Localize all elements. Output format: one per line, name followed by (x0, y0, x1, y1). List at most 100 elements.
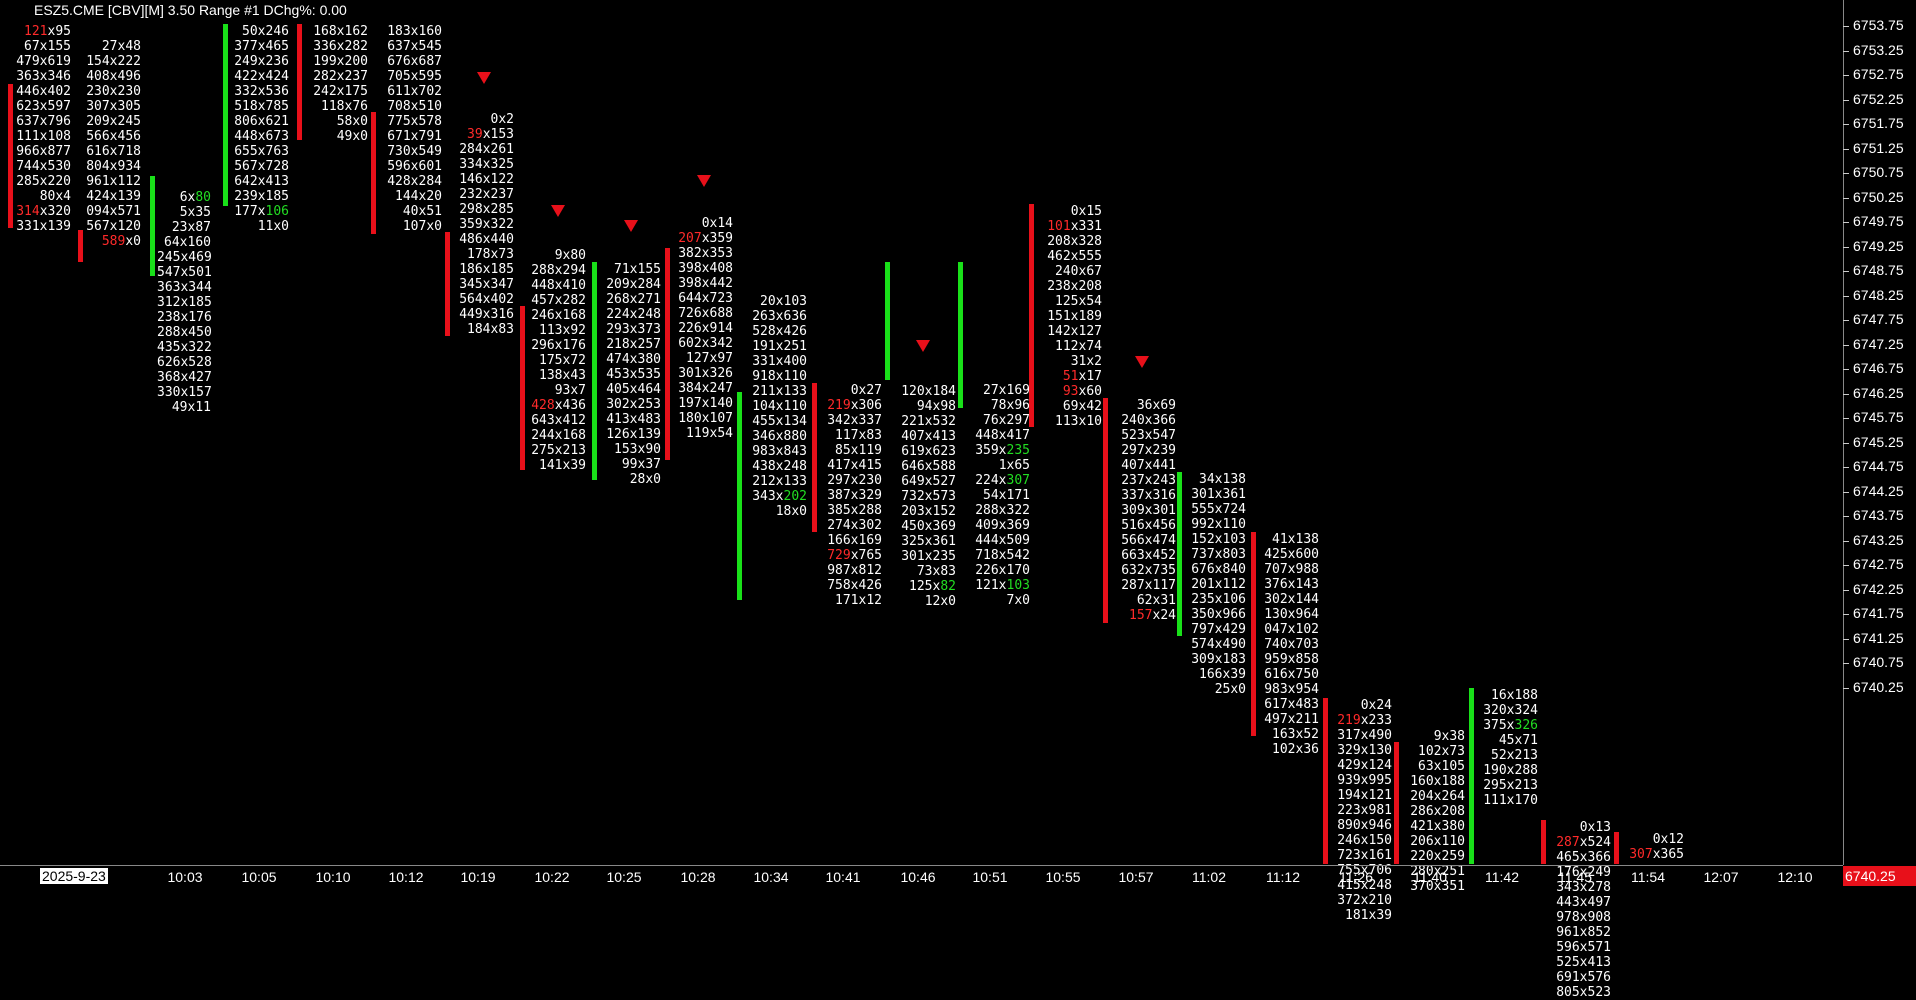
bar-up[interactable] (592, 262, 597, 480)
price-tick (1843, 148, 1849, 150)
time-label: 11:54 (1631, 869, 1665, 885)
bar-down[interactable] (297, 24, 302, 140)
time-axis[interactable]: 2025-9-23 10:03 10:05 10:10 10:12 10:19 10:22… (0, 865, 1843, 889)
volume-cell: 9x80 (554, 248, 586, 263)
volume-cell: 49x0 (336, 129, 368, 144)
bar-down[interactable] (1323, 698, 1328, 864)
price-tick (1843, 614, 1849, 616)
volume-cell: 219x306 (827, 398, 882, 413)
volume-cell: 275x213 (531, 443, 586, 458)
price-tick (1843, 295, 1849, 297)
bar-up[interactable] (737, 392, 742, 600)
bar-down[interactable] (371, 112, 376, 234)
volume-cell: 518x785 (234, 99, 289, 114)
price-label: 6750.25 (1853, 188, 1904, 205)
volume-cell: 726x688 (678, 306, 733, 321)
volume-cell: 1x65 (998, 458, 1030, 473)
volume-cell: 407x413 (901, 429, 956, 444)
volume-cell: 718x542 (975, 548, 1030, 563)
volume-cell: 117x83 (835, 428, 882, 443)
volume-cell: 54x171 (983, 488, 1030, 503)
volume-cell: 450x369 (901, 519, 956, 534)
bar-down[interactable] (1251, 532, 1256, 736)
bar-down[interactable] (445, 232, 450, 336)
volume-cell: 282x237 (313, 69, 368, 84)
volume-cell: 176x249 (1556, 865, 1611, 880)
volume-cell: 25x0 (1214, 682, 1246, 697)
volume-cell: 221x532 (901, 414, 956, 429)
volume-cell: 16x188 (1491, 688, 1538, 703)
volume-cell: 211x133 (752, 384, 807, 399)
price-tick (1843, 540, 1849, 542)
bar-down[interactable] (78, 230, 83, 262)
volume-cell: 705x595 (387, 69, 442, 84)
volume-cell: 288x294 (531, 263, 586, 278)
volume-cell: 153x90 (614, 442, 661, 457)
volume-cell: 197x140 (678, 396, 733, 411)
bar-down[interactable] (1103, 398, 1108, 623)
volume-cell: 64x160 (164, 235, 211, 250)
time-label: 12:07 (1703, 869, 1739, 885)
bar-down[interactable] (1614, 832, 1619, 864)
volume-cell: 317x490 (1337, 728, 1392, 743)
volume-cell: 27x169 (983, 383, 1030, 398)
price-tick (1843, 589, 1849, 591)
volume-cell: 387x329 (827, 488, 882, 503)
volume-cell: 413x483 (606, 412, 661, 427)
volume-cell: 113x10 (1055, 414, 1102, 429)
sell-arrow-icon (1135, 356, 1149, 368)
bar-up[interactable] (1177, 472, 1182, 636)
volume-cell: 566x474 (1121, 533, 1176, 548)
volume-cell: 729x765 (827, 548, 882, 563)
volume-cell: 212x133 (752, 474, 807, 489)
volume-cell: 204x264 (1410, 789, 1465, 804)
volume-cell: 152x103 (1191, 532, 1246, 547)
bar-up[interactable] (885, 262, 890, 380)
volume-cell: 67x155 (24, 39, 71, 54)
volume-cell: 302x144 (1264, 592, 1319, 607)
bar-up[interactable] (1469, 688, 1474, 864)
volume-cell: 314x320 (16, 204, 71, 219)
volume-cell: 978x908 (1556, 910, 1611, 925)
volume-cell: 69x42 (1062, 399, 1102, 414)
time-label: 11:12 (1266, 869, 1300, 885)
volume-cell: 175x72 (539, 353, 586, 368)
price-tick (1843, 246, 1849, 248)
volume-cell: 359x322 (459, 217, 514, 232)
volume-cell: 104x110 (752, 399, 807, 414)
price-label: 6749.25 (1853, 237, 1904, 254)
volume-cell: 691x576 (1556, 970, 1611, 985)
price-tick (1843, 565, 1849, 567)
volume-cell: 302x253 (606, 397, 661, 412)
volume-cell: 462x555 (1047, 249, 1102, 264)
footprint-column: 0x27 219x306 342x337 117x83 85x119 417x415 297… (819, 383, 882, 608)
bar-down[interactable] (1394, 742, 1399, 864)
price-axis[interactable]: 6753.75 6753.25 6752.75 6752.25 6751.75 6751.… (1843, 0, 1916, 865)
volume-cell: 112x74 (1055, 339, 1102, 354)
volume-cell: 375x326 (1483, 718, 1538, 733)
price-label: 6750.75 (1853, 164, 1904, 181)
bar-down[interactable] (520, 306, 525, 470)
volume-cell: 346x880 (752, 429, 807, 444)
bar-down[interactable] (1541, 820, 1546, 864)
bar-down[interactable] (1029, 204, 1034, 427)
footprint-chart[interactable]: ESZ5.CME [CBV][M] 3.50 Range #1 DChg%: 0… (0, 0, 1844, 1000)
volume-cell: 226x170 (975, 563, 1030, 578)
time-label: 10:41 (825, 869, 861, 885)
volume-cell: 223x981 (1337, 803, 1392, 818)
bar-up[interactable] (223, 24, 228, 206)
volume-cell: 107x0 (402, 219, 442, 234)
volume-cell: 186x185 (459, 262, 514, 277)
bar-down[interactable] (812, 383, 817, 532)
footprint-column: 120x184 94x98 221x532 407x413 619x623 646x588… (892, 384, 956, 609)
price-label: 6744.75 (1853, 458, 1904, 475)
volume-cell: 405x464 (606, 382, 661, 397)
bar-down[interactable] (8, 84, 13, 228)
price-label: 6742.25 (1853, 580, 1904, 597)
bar-down[interactable] (665, 248, 670, 460)
bar-up[interactable] (958, 262, 963, 408)
price-label: 6746.25 (1853, 384, 1904, 401)
footprint-column: 9x38 102x73 63x105 160x188 204x264 286x208 421… (1401, 729, 1465, 894)
bar-up[interactable] (150, 176, 155, 276)
volume-cell: 0x12 (1652, 832, 1684, 847)
